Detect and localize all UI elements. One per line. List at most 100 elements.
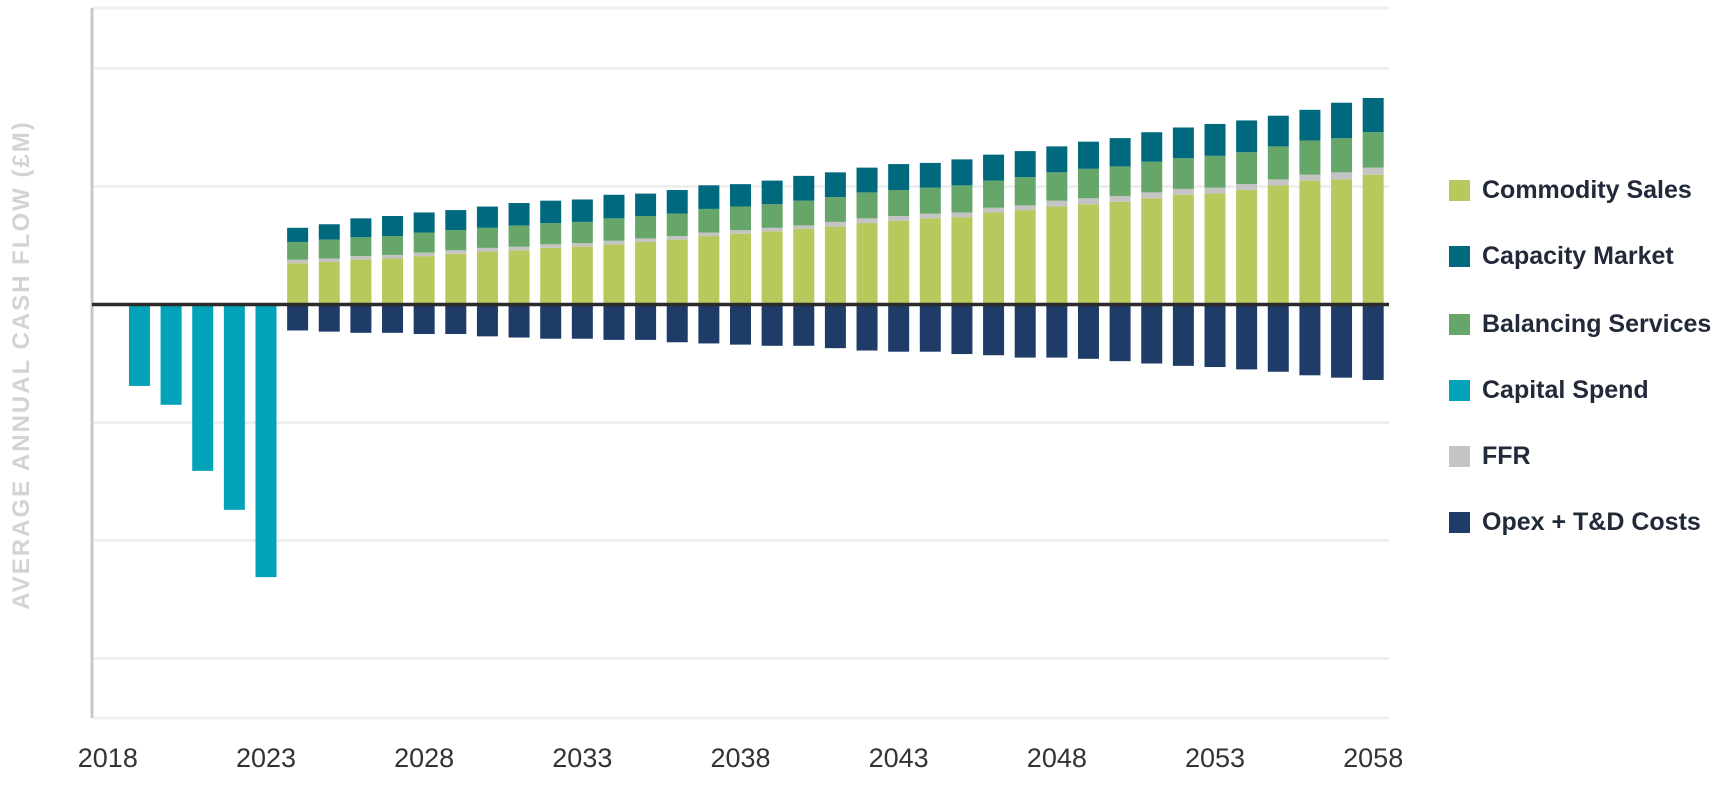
bar-balancing-services xyxy=(951,185,973,213)
bar-commodity-sales xyxy=(730,233,751,305)
bar-capital-spend xyxy=(160,304,182,405)
bar-opex-t-d-costs xyxy=(1236,304,1258,370)
bar-ffr xyxy=(1204,187,1226,194)
bar-balancing-services xyxy=(888,190,910,216)
bar-commodity-sales xyxy=(919,218,941,305)
bar-capacity-market xyxy=(287,227,309,242)
bar-commodity-sales xyxy=(508,250,530,305)
bar-balancing-services xyxy=(1362,132,1384,168)
bar-ffr xyxy=(698,232,720,237)
bar-commodity-sales xyxy=(824,226,846,305)
bar-commodity-sales xyxy=(1299,180,1321,305)
bar-capacity-market xyxy=(951,159,973,186)
bar-commodity-sales xyxy=(571,246,593,305)
bar-commodity-sales xyxy=(382,258,404,305)
bar-commodity-sales xyxy=(540,247,562,305)
bar-balancing-services xyxy=(635,216,657,239)
x-tick-label: 2023 xyxy=(236,743,296,773)
bar-balancing-services xyxy=(603,218,625,241)
bar-ffr xyxy=(1362,167,1384,175)
bar-ffr xyxy=(508,246,530,251)
bar-ffr xyxy=(856,218,878,224)
bar-ffr xyxy=(666,236,688,240)
bar-capacity-market xyxy=(666,190,688,214)
bar-opex-t-d-costs xyxy=(983,304,1005,356)
bar-commodity-sales xyxy=(761,231,783,305)
gridlines xyxy=(92,6,1389,720)
bar-balancing-services xyxy=(318,239,340,259)
bar-ffr xyxy=(445,250,467,254)
bar-opex-t-d-costs xyxy=(761,304,783,346)
bar-commodity-sales xyxy=(888,220,910,305)
bar-capacity-market xyxy=(983,154,1005,181)
legend-item: FFR xyxy=(1449,438,1711,474)
bar-opex-t-d-costs xyxy=(1077,304,1099,359)
legend-label: Balancing Services xyxy=(1482,309,1712,338)
legend-swatch xyxy=(1449,511,1470,533)
legend-item: Capital Spend xyxy=(1449,372,1711,408)
bar-ffr xyxy=(413,252,435,257)
bar-commodity-sales xyxy=(1267,185,1289,305)
bar-ffr xyxy=(635,238,657,242)
bar-capacity-market xyxy=(1172,127,1194,159)
bar-ffr xyxy=(318,258,340,263)
bar-capacity-market xyxy=(730,184,751,207)
bar-ffr xyxy=(1299,174,1321,181)
bar-opex-t-d-costs xyxy=(666,304,688,343)
bar-capacity-market xyxy=(540,200,562,224)
bar-opex-t-d-costs xyxy=(698,304,720,344)
bar-commodity-sales xyxy=(318,262,340,305)
bar-capacity-market xyxy=(1299,109,1321,141)
bar-capacity-market xyxy=(824,172,846,198)
bar-opex-t-d-costs xyxy=(1172,304,1194,366)
bar-capacity-market xyxy=(1046,146,1068,173)
bar-opex-t-d-costs xyxy=(635,304,657,340)
bar-capacity-market xyxy=(476,206,498,228)
bar-opex-t-d-costs xyxy=(1046,304,1068,358)
y-axis-label: AVERAGE ANNUAL CASH FLOW (£M) xyxy=(8,120,35,610)
bar-capacity-market xyxy=(793,175,815,201)
bar-opex-t-d-costs xyxy=(1331,304,1353,378)
bar-ffr xyxy=(761,227,783,232)
bar-balancing-services xyxy=(476,227,498,248)
x-tick-label: 2048 xyxy=(1027,743,1087,773)
bar-capacity-market xyxy=(856,167,878,193)
bar-balancing-services xyxy=(761,204,783,228)
bar-capacity-market xyxy=(382,216,404,237)
bar-balancing-services xyxy=(1077,168,1099,199)
x-tick-labels: 2018 2023 2028 2033 2038 2043 2048 2053 2058 xyxy=(78,743,1403,773)
bar-ffr xyxy=(983,207,1005,213)
bar-ffr xyxy=(919,213,941,219)
bar-ffr xyxy=(476,247,498,252)
bar-ffr xyxy=(824,221,846,227)
bar-opex-t-d-costs xyxy=(888,304,910,352)
bar-commodity-sales xyxy=(1331,179,1353,305)
bar-opex-t-d-costs xyxy=(540,304,562,339)
bar-ffr xyxy=(1172,188,1194,195)
bar-commodity-sales xyxy=(666,239,688,305)
bar-ffr xyxy=(287,259,309,264)
bar-ffr xyxy=(1046,200,1068,207)
bar-capacity-market xyxy=(571,199,593,222)
bar-ffr xyxy=(951,212,973,218)
bar-opex-t-d-costs xyxy=(856,304,878,351)
bar-balancing-services xyxy=(1014,177,1036,206)
bar-ffr xyxy=(1267,179,1289,186)
x-tick-label: 2058 xyxy=(1343,743,1403,773)
legend-swatch xyxy=(1449,313,1470,335)
bar-balancing-services xyxy=(698,208,720,233)
bar-capacity-market xyxy=(1362,98,1384,133)
bar-balancing-services xyxy=(1109,166,1131,196)
bar-ffr xyxy=(350,256,372,260)
bar-opex-t-d-costs xyxy=(793,304,815,346)
bar-commodity-sales xyxy=(698,236,720,305)
bar-commodity-sales xyxy=(1046,206,1068,305)
bar-ffr xyxy=(1014,205,1036,211)
bar-capacity-market xyxy=(445,210,467,231)
bar-capacity-market xyxy=(1331,102,1353,139)
bar-balancing-services xyxy=(287,241,309,260)
bars xyxy=(128,98,1384,578)
bar-capacity-market xyxy=(698,185,720,209)
bar-balancing-services xyxy=(1236,152,1258,185)
bar-opex-t-d-costs xyxy=(1014,304,1036,358)
